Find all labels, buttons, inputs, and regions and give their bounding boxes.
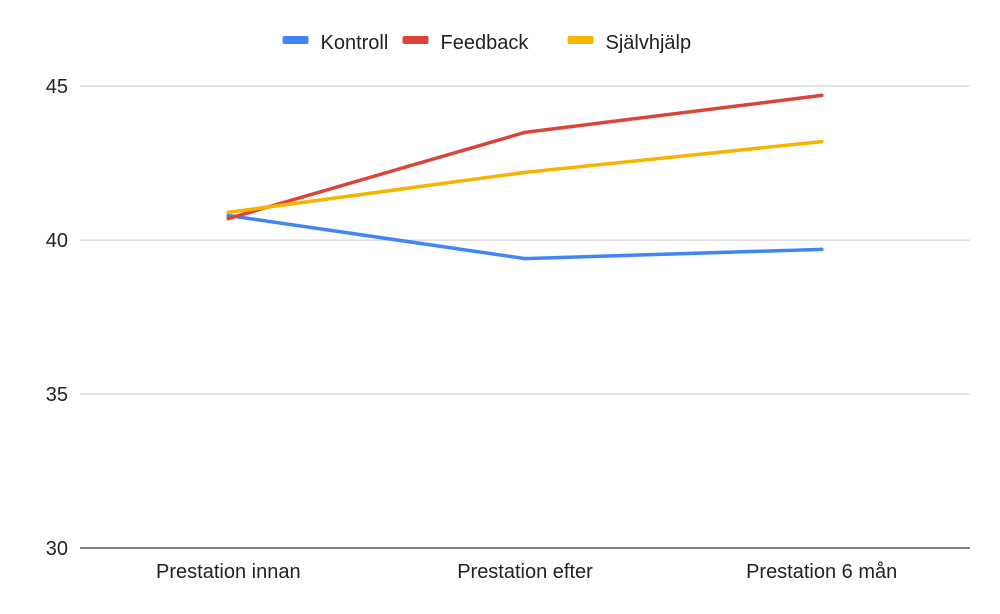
data-point [819,93,824,98]
y-tick-label: 30 [46,538,68,560]
x-tick-label: Prestation 6 mån [746,561,897,583]
series-lines [226,93,824,261]
legend-item: Feedback [402,32,530,54]
x-axis-ticks: Prestation innan Prestation efter Prestati… [156,561,897,583]
data-point [819,139,824,144]
y-gridlines [80,85,970,549]
x-tick-label: Prestation innan [156,561,301,583]
legend-label: Självhjälp [606,32,692,54]
data-point [819,247,824,252]
legend-label: Feedback [441,32,530,54]
legend-label: Kontroll [321,32,389,54]
legend-swatch [402,36,429,44]
data-point [523,256,527,261]
y-tick-label: 45 [46,76,68,98]
y-tick-label: 40 [46,230,68,252]
legend-item: Kontroll [282,32,389,54]
y-tick-label: 35 [46,384,68,406]
legend: Kontroll Feedback Självhjälp [282,32,692,54]
series-line-kontroll [226,213,824,261]
series-line-självhjälp [226,139,824,215]
data-point [226,210,231,215]
data-point [226,216,231,221]
y-axis-ticks: 30 35 40 45 [46,76,68,560]
x-tick-label: Prestation efter [457,561,593,583]
legend-item: Självhjälp [567,32,692,54]
data-point [523,170,527,175]
legend-swatch [567,36,594,44]
legend-swatch [282,36,309,44]
data-point [523,130,527,135]
data-point [226,213,231,218]
